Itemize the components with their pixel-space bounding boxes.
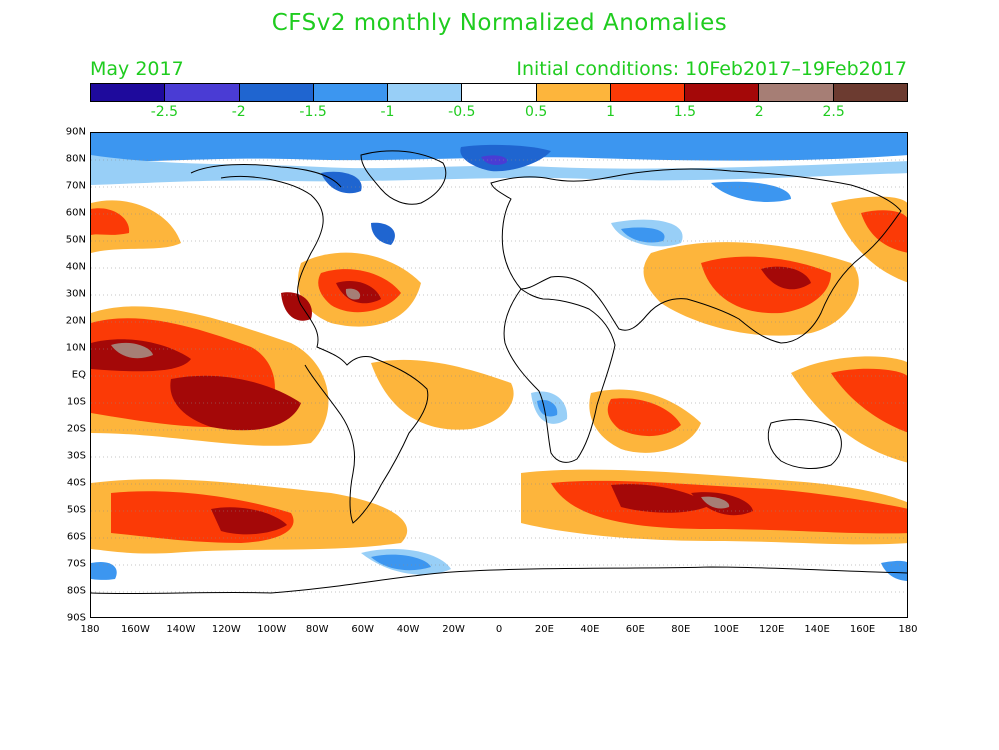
colorbar-label: -1.5 [299,104,327,120]
latitude-label: 80S [66,585,86,597]
colorbar [90,83,908,102]
latitude-label: 40N [65,261,86,273]
colorbar-segment [462,84,537,101]
latitude-label: 10S [66,396,86,408]
longitude-label: 120W [211,624,241,635]
colorbar-label: -1 [380,104,395,120]
latitude-label: 50S [66,504,86,516]
latitude-label: 90N [65,126,86,138]
colorbar-segment [165,84,240,101]
longitude-label: 80W [305,624,329,635]
longitude-label: 40W [396,624,420,635]
colorbar-segment [685,84,760,101]
longitude-label: 80E [671,624,691,635]
latitude-label: 60S [66,531,86,543]
latitude-label: EQ [71,369,86,381]
colorbar-segment [239,84,314,101]
colorbar-label: 0.5 [525,104,548,120]
longitude-label: 100W [257,624,287,635]
initial-conditions: Initial conditions: 10Feb2017–19Feb2017 [516,58,907,80]
latitude-label: 10N [65,342,86,354]
colorbar-label: 1.5 [673,104,697,120]
latitude-label: 70S [66,558,86,570]
colorbar-segment [536,84,611,101]
forecast-month: May 2017 [90,58,184,80]
longitude-label: 180 [80,624,100,635]
latitude-label: 30N [65,288,86,300]
longitude-label: 20W [442,624,465,635]
colorbar-segment [91,84,166,101]
anomaly-map-svg [91,133,907,617]
latitude-label: 90S [66,612,86,624]
latitude-label: 20N [65,315,86,327]
longitude-label: 180 [898,624,918,635]
longitude-label: 60W [351,624,374,635]
longitude-label: 160W [120,624,150,635]
latitude-label: 50N [65,234,86,246]
colorbar-label: -0.5 [448,104,476,120]
longitude-label: 120E [758,624,785,635]
colorbar-segment [313,84,389,101]
longitude-label: 20E [534,624,554,635]
latitude-label: 40S [66,477,86,489]
anomaly-map [90,132,908,618]
latitude-label: 60N [65,207,86,219]
colorbar-label: 2.5 [822,104,845,120]
colorbar-segment [833,84,907,101]
longitude-label: 100E [713,624,739,635]
longitude-label: 0 [495,624,503,635]
colorbar-segment [610,84,686,101]
latitude-label: 70N [65,180,86,192]
colorbar-label: 1 [606,104,615,120]
longitude-label: 60E [625,624,645,635]
longitude-label: 40E [580,624,600,635]
latitude-label: 80N [65,153,86,165]
colorbar-segment [388,84,463,101]
longitude-label: 160E [849,624,876,635]
longitude-label: 140W [166,624,196,635]
latitude-label: 30S [66,450,86,462]
colorbar-segment [759,84,834,101]
map-title: CFSv2 monthly Normalized Anomalies [271,10,728,36]
colorbar-label: -2 [231,104,246,120]
latitude-label: 20S [66,423,86,435]
colorbar-label: -2.5 [150,104,179,120]
colorbar-label: 2 [754,104,764,120]
longitude-label: 140E [804,624,830,635]
